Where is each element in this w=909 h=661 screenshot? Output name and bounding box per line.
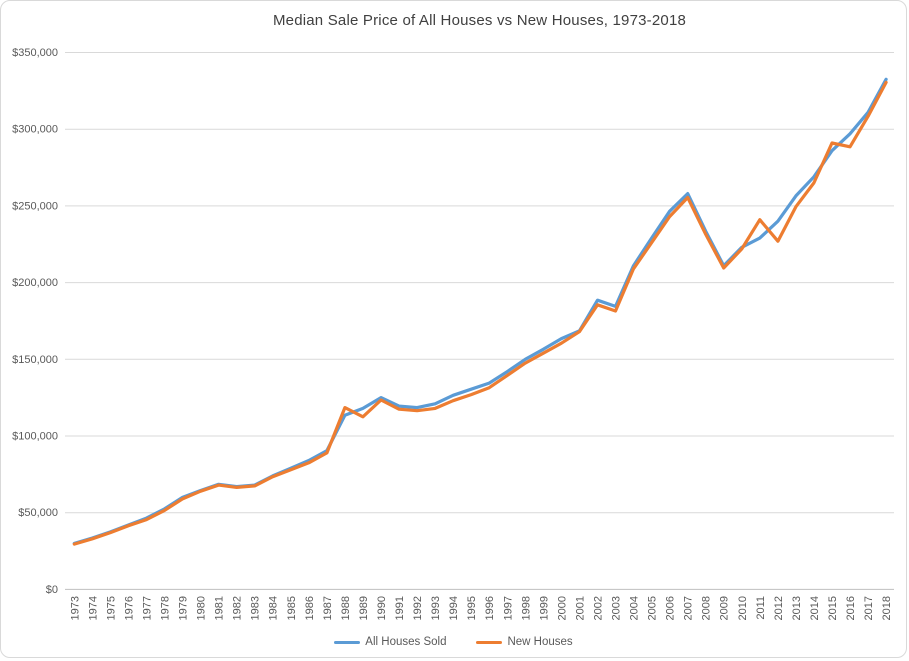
x-axis-tick-label: 2008: [701, 596, 713, 620]
x-axis-tick-label: 2003: [611, 596, 623, 620]
x-axis-tick-label: 1980: [196, 596, 208, 620]
legend-swatch-all-houses-sold: [334, 640, 361, 644]
legend-label: All Houses Sold: [365, 636, 447, 648]
x-axis-tick-label: 2006: [665, 596, 677, 620]
x-axis-tick-label: 2001: [574, 596, 586, 620]
y-axis-tick-label: $200,000: [12, 277, 58, 289]
x-axis-tick-label: 1979: [178, 596, 190, 620]
legend-item-all-houses-sold: All Houses Sold: [334, 636, 446, 648]
x-axis-tick-label: 1987: [322, 596, 334, 620]
x-axis-tick-label: 2016: [845, 596, 857, 620]
legend-item-new-houses: New Houses: [476, 636, 573, 648]
y-axis-tick-label: $350,000: [12, 47, 58, 59]
x-axis-tick-label: 1983: [250, 596, 262, 620]
x-axis-tick-label: 2012: [773, 596, 785, 620]
x-axis-tick-label: 1993: [430, 596, 442, 620]
x-axis-tick-label: 2015: [827, 596, 839, 620]
x-axis-tick-label: 1990: [376, 596, 388, 620]
x-axis-tick-label: 1984: [268, 596, 280, 620]
x-axis-tick-label: 1988: [340, 596, 352, 620]
chart-title: Median Sale Price of All Houses vs New H…: [272, 12, 687, 29]
x-axis-tick-label: 1977: [142, 596, 154, 620]
x-axis-tick-label: 1989: [358, 596, 370, 620]
x-axis-tick-label: 2010: [737, 596, 749, 620]
x-axis-tick-label: 1985: [286, 596, 298, 620]
y-axis-tick-label: $300,000: [12, 124, 58, 136]
x-axis-tick-label: 2007: [683, 596, 695, 620]
y-axis-tick-label: $0: [46, 584, 58, 596]
x-axis-tick-label: 1995: [466, 596, 478, 620]
x-axis-tick-label: 2009: [719, 596, 731, 620]
x-axis-tick-label: 1991: [394, 596, 406, 620]
x-axis-tick-label: 1992: [412, 596, 424, 620]
x-axis-tick-label: 2004: [629, 596, 641, 620]
y-axis-tick-label: $50,000: [18, 507, 58, 519]
series-line-all-houses-sold: [72, 77, 888, 546]
x-axis-tick-label: 1996: [484, 596, 496, 620]
x-axis-tick-label: 1973: [69, 596, 81, 620]
legend: All Houses Sold New Houses: [1, 636, 906, 648]
x-axis-tick-label: 1975: [105, 596, 117, 620]
series-line-new-houses: [72, 80, 888, 546]
x-axis-tick-label: 2002: [593, 596, 605, 620]
x-axis-tick-label: 2014: [809, 596, 821, 620]
x-axis-tick-label: 2005: [647, 596, 659, 620]
x-axis-tick-label: 2013: [791, 596, 803, 620]
y-axis-tick-label: $250,000: [12, 200, 58, 212]
x-axis-tick-label: 1986: [304, 596, 316, 620]
x-axis-tick-label: 1982: [232, 596, 244, 620]
x-axis-tick-label: 1981: [214, 596, 226, 620]
legend-label: New Houses: [507, 636, 573, 648]
x-axis-tick-label: 1998: [520, 596, 532, 620]
x-axis-tick-label: 1997: [502, 596, 514, 620]
x-axis-tick-label: 2011: [755, 596, 767, 620]
y-axis-tick-label: $150,000: [12, 354, 58, 366]
x-axis-tick-label: 2017: [863, 596, 875, 620]
x-axis-tick-label: 1974: [87, 596, 99, 620]
y-axis-tick-label: $100,000: [12, 431, 58, 443]
x-axis-tick-label: 2000: [556, 596, 568, 620]
x-axis-tick-label: 1994: [448, 596, 460, 620]
x-axis-tick-label: 1999: [538, 596, 550, 620]
x-axis-tick-label: 1976: [123, 596, 135, 620]
legend-swatch-new-houses: [476, 640, 503, 644]
x-axis-tick-label: 1978: [160, 596, 172, 620]
x-axis-tick-label: 2018: [881, 596, 893, 620]
